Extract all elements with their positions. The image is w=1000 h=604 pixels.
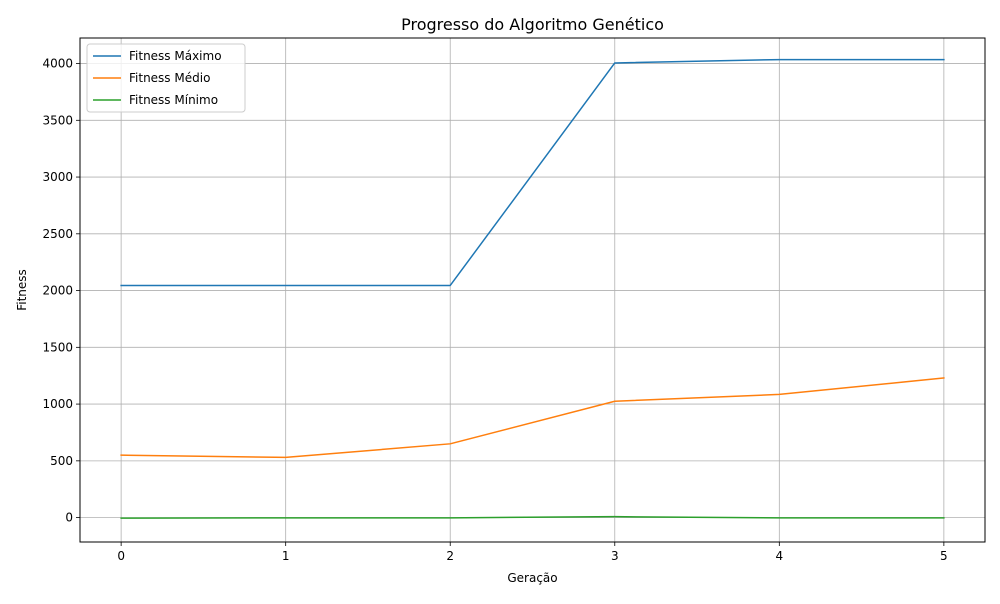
x-tick-label: 4 — [775, 549, 783, 563]
y-tick-label: 2000 — [42, 284, 73, 298]
series-line-2 — [120, 515, 945, 519]
series-line-1 — [120, 377, 945, 459]
plot-area-frame — [79, 37, 986, 543]
legend-box — [86, 43, 246, 113]
legend: Fitness Máximo Fitness Médio Fitness Mínim… — [86, 43, 246, 113]
y-tick-label: 1500 — [42, 340, 73, 354]
x-tick-label: 5 — [940, 549, 948, 563]
series-line-0 — [120, 58, 945, 287]
series-lines — [120, 58, 945, 519]
y-axis-ticks: 0 500 1000 1500 2000 2500 3000 3500 4000 — [42, 57, 80, 525]
x-tick-label: 2 — [446, 549, 454, 563]
x-tick-label: 0 — [117, 549, 125, 563]
y-tick-label: 2500 — [42, 227, 73, 241]
y-tick-label: 0 — [65, 511, 73, 525]
x-axis-title: Geração — [507, 571, 557, 585]
legend-label: Fitness Médio — [129, 71, 210, 85]
x-tick-label: 1 — [282, 549, 290, 563]
y-tick-label: 3500 — [42, 113, 73, 127]
y-axis-title: Fitness — [15, 269, 29, 311]
y-tick-label: 500 — [50, 454, 73, 468]
y-tick-label: 4000 — [42, 57, 73, 71]
y-tick-label: 1000 — [42, 397, 73, 411]
y-tick-label: 3000 — [42, 170, 73, 184]
x-axis-ticks: 0 1 2 3 4 5 — [117, 542, 948, 563]
grid — [80, 38, 985, 542]
legend-label: Fitness Mínimo — [129, 93, 218, 107]
x-tick-label: 3 — [611, 549, 619, 563]
chart-title: Progresso do Algoritmo Genético — [401, 15, 664, 34]
legend-label: Fitness Máximo — [129, 49, 222, 63]
